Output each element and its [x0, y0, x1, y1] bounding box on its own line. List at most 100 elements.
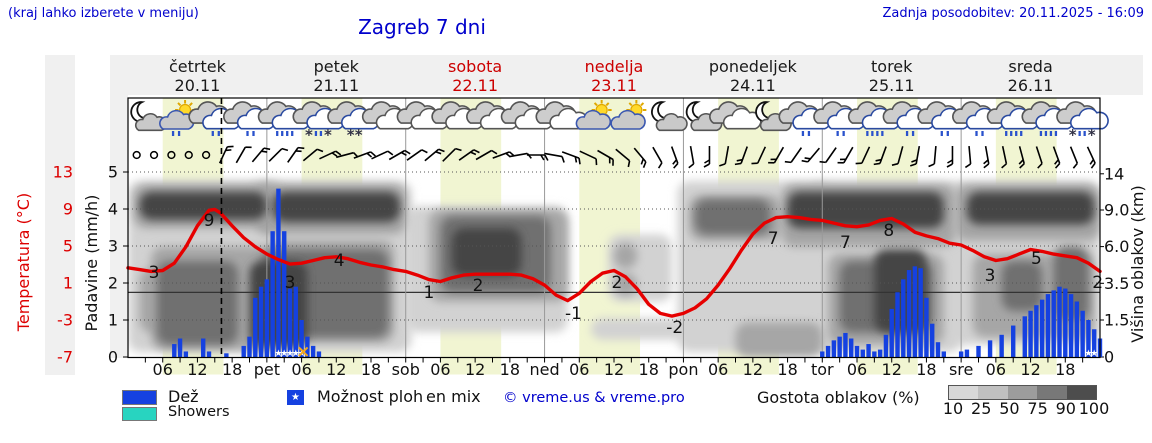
density-scale-segment — [978, 386, 1008, 399]
day-date: 25.11 — [868, 76, 915, 95]
temperature-value-label: 7 — [840, 233, 851, 253]
precip-bar — [849, 338, 854, 357]
precip-bar — [837, 336, 842, 357]
barb-staff — [458, 149, 475, 161]
wind-barb — [132, 150, 141, 160]
day-name: torek — [871, 57, 913, 76]
barb-staff — [336, 151, 354, 159]
barb-glyph — [784, 147, 803, 164]
barb-glyph — [353, 151, 377, 159]
cloud-region — [452, 228, 522, 276]
barb-glyph — [526, 154, 549, 161]
precip-bar — [901, 279, 906, 357]
wind-barb — [268, 147, 289, 162]
barb-staff — [984, 145, 990, 165]
day-header-ponedeljek: ponedeljek 24.11 — [683, 57, 822, 95]
weather-icon-moon-cloud — [651, 101, 688, 132]
shower-star-marker: ★ — [280, 349, 288, 359]
time-tick-label: 06 — [986, 360, 1006, 379]
barb-glyph — [251, 147, 271, 163]
cloud-shape — [1070, 107, 1109, 130]
weather-icon-sun-cloud — [610, 100, 647, 130]
wind-barb — [734, 146, 749, 166]
temp-tick-label: 1 — [63, 274, 73, 293]
precip-tick-label: 4 — [108, 200, 118, 219]
cloud-region — [139, 191, 267, 220]
barb-flag — [331, 152, 338, 157]
precip-bar — [1068, 294, 1074, 357]
barb-flag — [544, 154, 549, 161]
precip-bar — [825, 345, 831, 357]
cloud-region — [787, 191, 944, 229]
precip-bar — [906, 270, 912, 357]
barb-flag — [227, 145, 234, 148]
temperature-value-label: 2 — [1092, 273, 1103, 293]
frozen-mix-marker: × — [296, 342, 310, 362]
day-date: 22.11 — [452, 76, 499, 95]
barb-flag — [400, 151, 407, 157]
barb-staff — [492, 151, 510, 159]
temperature-value-label: 2 — [473, 276, 484, 296]
rain-legend-swatch — [122, 390, 157, 405]
barb-flag — [526, 152, 532, 159]
day-date: 23.11 — [591, 76, 637, 95]
last-update: Zadnja posodobitev: 20.11.2025 - 16:09 — [882, 6, 1144, 21]
density-scale-tick: 75 — [1027, 399, 1048, 418]
cloud-tick-label: 1.5 — [1104, 311, 1129, 330]
time-tick-label: 12 — [604, 360, 624, 379]
barb-staff — [652, 146, 663, 164]
cloud-region — [735, 322, 823, 357]
barb-glyph — [319, 150, 342, 160]
barb-flag — [1037, 163, 1043, 169]
sun-ray — [628, 102, 633, 107]
barb-glyph — [719, 145, 730, 167]
time-tick-label: 06 — [153, 360, 173, 379]
temp-tick-label: 13 — [53, 163, 73, 182]
wind-barb — [526, 154, 549, 161]
cloud-shape — [610, 109, 646, 130]
barb-flag — [491, 149, 498, 155]
barb-staff — [235, 146, 247, 164]
density-scale-tick: 100 — [1078, 399, 1110, 418]
barb-flag — [734, 162, 742, 166]
barb-flag — [801, 159, 808, 163]
barb-staff — [825, 147, 837, 163]
precip-tick-label: 0 — [108, 348, 118, 367]
wind-barb — [703, 146, 711, 168]
barb-glyph — [1052, 146, 1061, 169]
barb-flag — [225, 149, 232, 152]
daylight-band-ticks — [857, 357, 918, 375]
barb-glyph — [768, 146, 785, 164]
time-tick-label: 12 — [326, 360, 346, 379]
precip-bar — [987, 340, 993, 357]
temperature-value-label: 1 — [423, 283, 434, 303]
barb-staff — [579, 150, 597, 160]
barb-flag — [964, 163, 972, 169]
barb-glyph — [424, 148, 445, 162]
barb-flag — [1018, 159, 1024, 165]
barb-staff — [670, 146, 679, 164]
precip-bar — [895, 292, 900, 357]
left-gutter-strip — [110, 95, 128, 358]
barb-staff — [740, 146, 749, 164]
barb-staff — [757, 146, 767, 164]
cloud-tick-label: 6.0 — [1104, 237, 1129, 256]
time-tick-label: 06 — [430, 360, 450, 379]
barb-flag — [751, 162, 758, 165]
precip-bar — [305, 336, 310, 357]
barb-glyph — [703, 146, 711, 168]
day-header-torek: torek 25.11 — [822, 57, 961, 95]
daylight-band-ticks — [301, 357, 363, 375]
barb-flag — [574, 156, 578, 163]
day-name: četrtek — [168, 57, 226, 76]
wind-barb — [424, 148, 445, 162]
shower-star-marker: ★ — [292, 349, 300, 359]
precip-tick-label: 5 — [108, 163, 118, 182]
barb-flag — [837, 161, 844, 164]
wind-barb — [201, 150, 211, 160]
sun-ray — [605, 102, 610, 107]
density-scale-tick: 25 — [971, 399, 992, 418]
temperature-value-label: -2 — [666, 318, 683, 338]
precip-bar — [924, 297, 929, 357]
barb-flag — [612, 159, 614, 166]
